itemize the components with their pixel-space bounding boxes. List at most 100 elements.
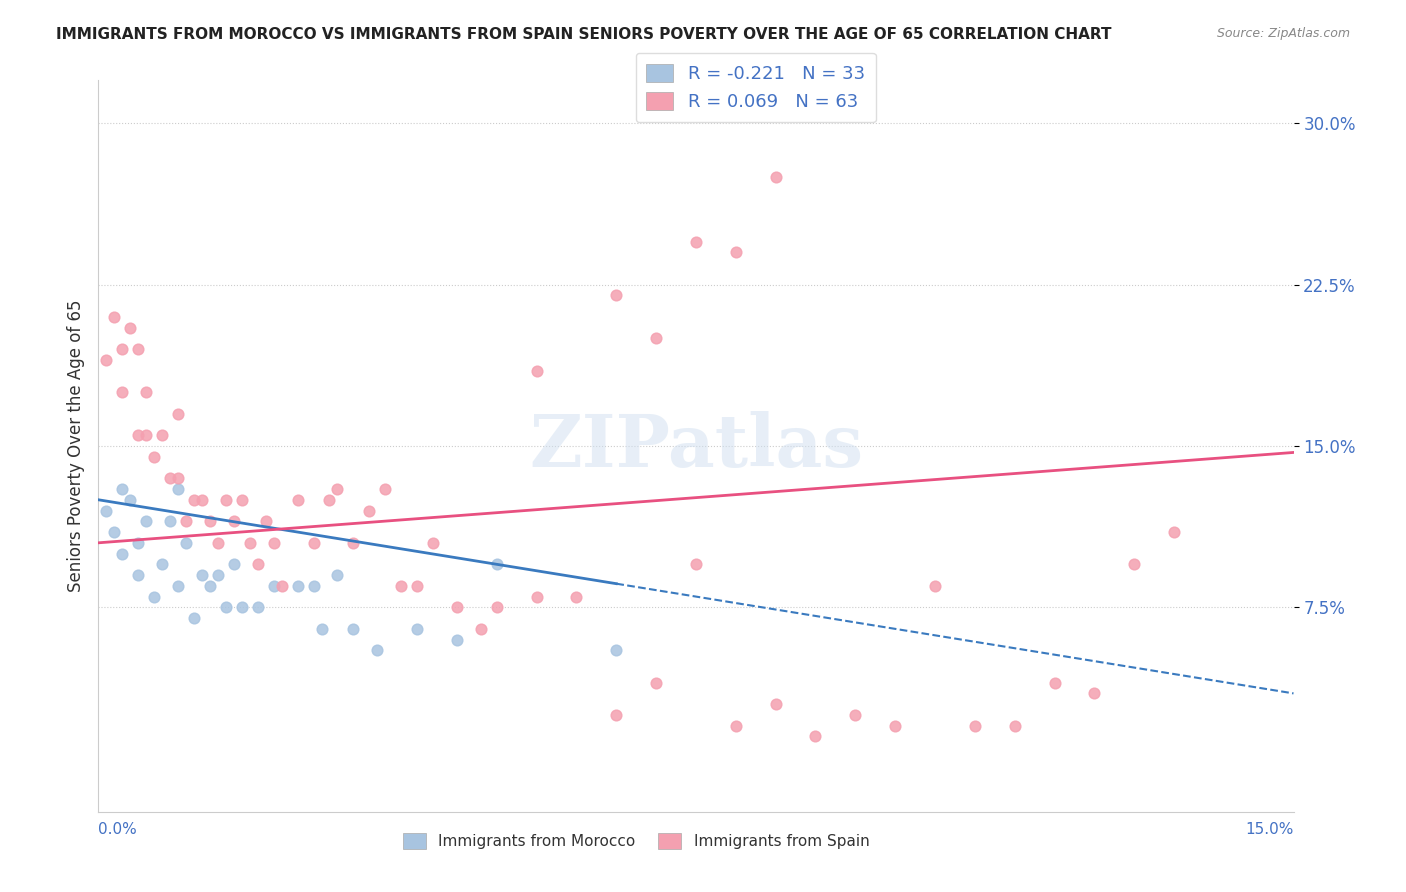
Point (287, 579, 309, 593)
Point (207, 536, 229, 550)
Text: 0.0%: 0.0% (98, 822, 138, 838)
Point (485, 558, 508, 572)
Point (406, 579, 429, 593)
Point (302, 536, 325, 550)
Point (167, 471, 190, 485)
Point (263, 536, 285, 550)
Point (605, 707, 627, 722)
Point (645, 331, 668, 345)
Point (150, 428, 173, 442)
Point (844, 707, 866, 722)
Point (526, 364, 548, 378)
Point (135, 385, 157, 400)
Point (366, 643, 388, 657)
Point (111, 385, 134, 400)
Point (191, 568, 214, 582)
Point (685, 235, 707, 249)
Point (287, 492, 309, 507)
Point (167, 407, 190, 421)
Point (1083, 686, 1105, 700)
Point (884, 719, 907, 733)
Point (389, 579, 412, 593)
Legend: Immigrants from Morocco, Immigrants from Spain: Immigrants from Morocco, Immigrants from… (396, 827, 876, 855)
Point (103, 524, 125, 539)
Point (135, 428, 157, 442)
Text: IMMIGRANTS FROM MOROCCO VS IMMIGRANTS FROM SPAIN SENIORS POVERTY OVER THE AGE OF: IMMIGRANTS FROM MOROCCO VS IMMIGRANTS FR… (56, 27, 1112, 42)
Point (111, 342, 134, 356)
Point (150, 558, 173, 572)
Point (1123, 558, 1146, 572)
Point (605, 643, 627, 657)
Y-axis label: Seniors Poverty Over the Age of 65: Seniors Poverty Over the Age of 65 (66, 300, 84, 592)
Point (198, 514, 221, 528)
Point (174, 514, 197, 528)
Point (406, 622, 429, 636)
Point (167, 579, 190, 593)
Point (270, 579, 292, 593)
Point (765, 170, 787, 185)
Point (120, 492, 142, 507)
Text: ZIPatlas: ZIPatlas (529, 410, 863, 482)
Point (724, 719, 747, 733)
Point (207, 568, 229, 582)
Point (645, 675, 668, 690)
Point (127, 568, 149, 582)
Point (326, 482, 349, 496)
Point (103, 310, 125, 324)
Point (143, 590, 166, 604)
Point (804, 730, 827, 744)
Point (183, 492, 205, 507)
Point (231, 600, 253, 615)
Point (111, 482, 134, 496)
Point (605, 288, 627, 302)
Point (311, 622, 333, 636)
Point (342, 536, 364, 550)
Point (263, 579, 285, 593)
Point (143, 450, 166, 464)
Point (167, 482, 190, 496)
Point (485, 600, 508, 615)
Point (198, 579, 221, 593)
Point (222, 514, 245, 528)
Point (127, 428, 149, 442)
Point (159, 471, 181, 485)
Point (924, 579, 946, 593)
Point (239, 536, 262, 550)
Point (111, 547, 134, 561)
Point (422, 536, 444, 550)
Point (963, 719, 986, 733)
Point (222, 558, 245, 572)
Point (526, 590, 548, 604)
Point (326, 568, 349, 582)
Point (342, 622, 364, 636)
Point (724, 245, 747, 260)
Point (215, 600, 238, 615)
Point (159, 514, 181, 528)
Point (231, 492, 253, 507)
Point (120, 320, 142, 334)
Point (765, 697, 787, 711)
Point (1004, 719, 1026, 733)
Point (191, 492, 214, 507)
Point (318, 492, 340, 507)
Point (302, 579, 325, 593)
Point (359, 503, 381, 517)
Point (246, 600, 269, 615)
Point (127, 536, 149, 550)
Point (96, 353, 118, 368)
Point (135, 514, 157, 528)
Point (374, 482, 396, 496)
Point (215, 492, 238, 507)
Point (1163, 524, 1185, 539)
Point (96, 503, 118, 517)
Point (1043, 675, 1066, 690)
Point (685, 558, 707, 572)
Point (174, 536, 197, 550)
Text: Source: ZipAtlas.com: Source: ZipAtlas.com (1216, 27, 1350, 40)
Point (446, 600, 468, 615)
Text: 15.0%: 15.0% (1246, 822, 1294, 838)
Point (470, 622, 492, 636)
Point (183, 611, 205, 625)
Point (254, 514, 277, 528)
Point (446, 632, 468, 647)
